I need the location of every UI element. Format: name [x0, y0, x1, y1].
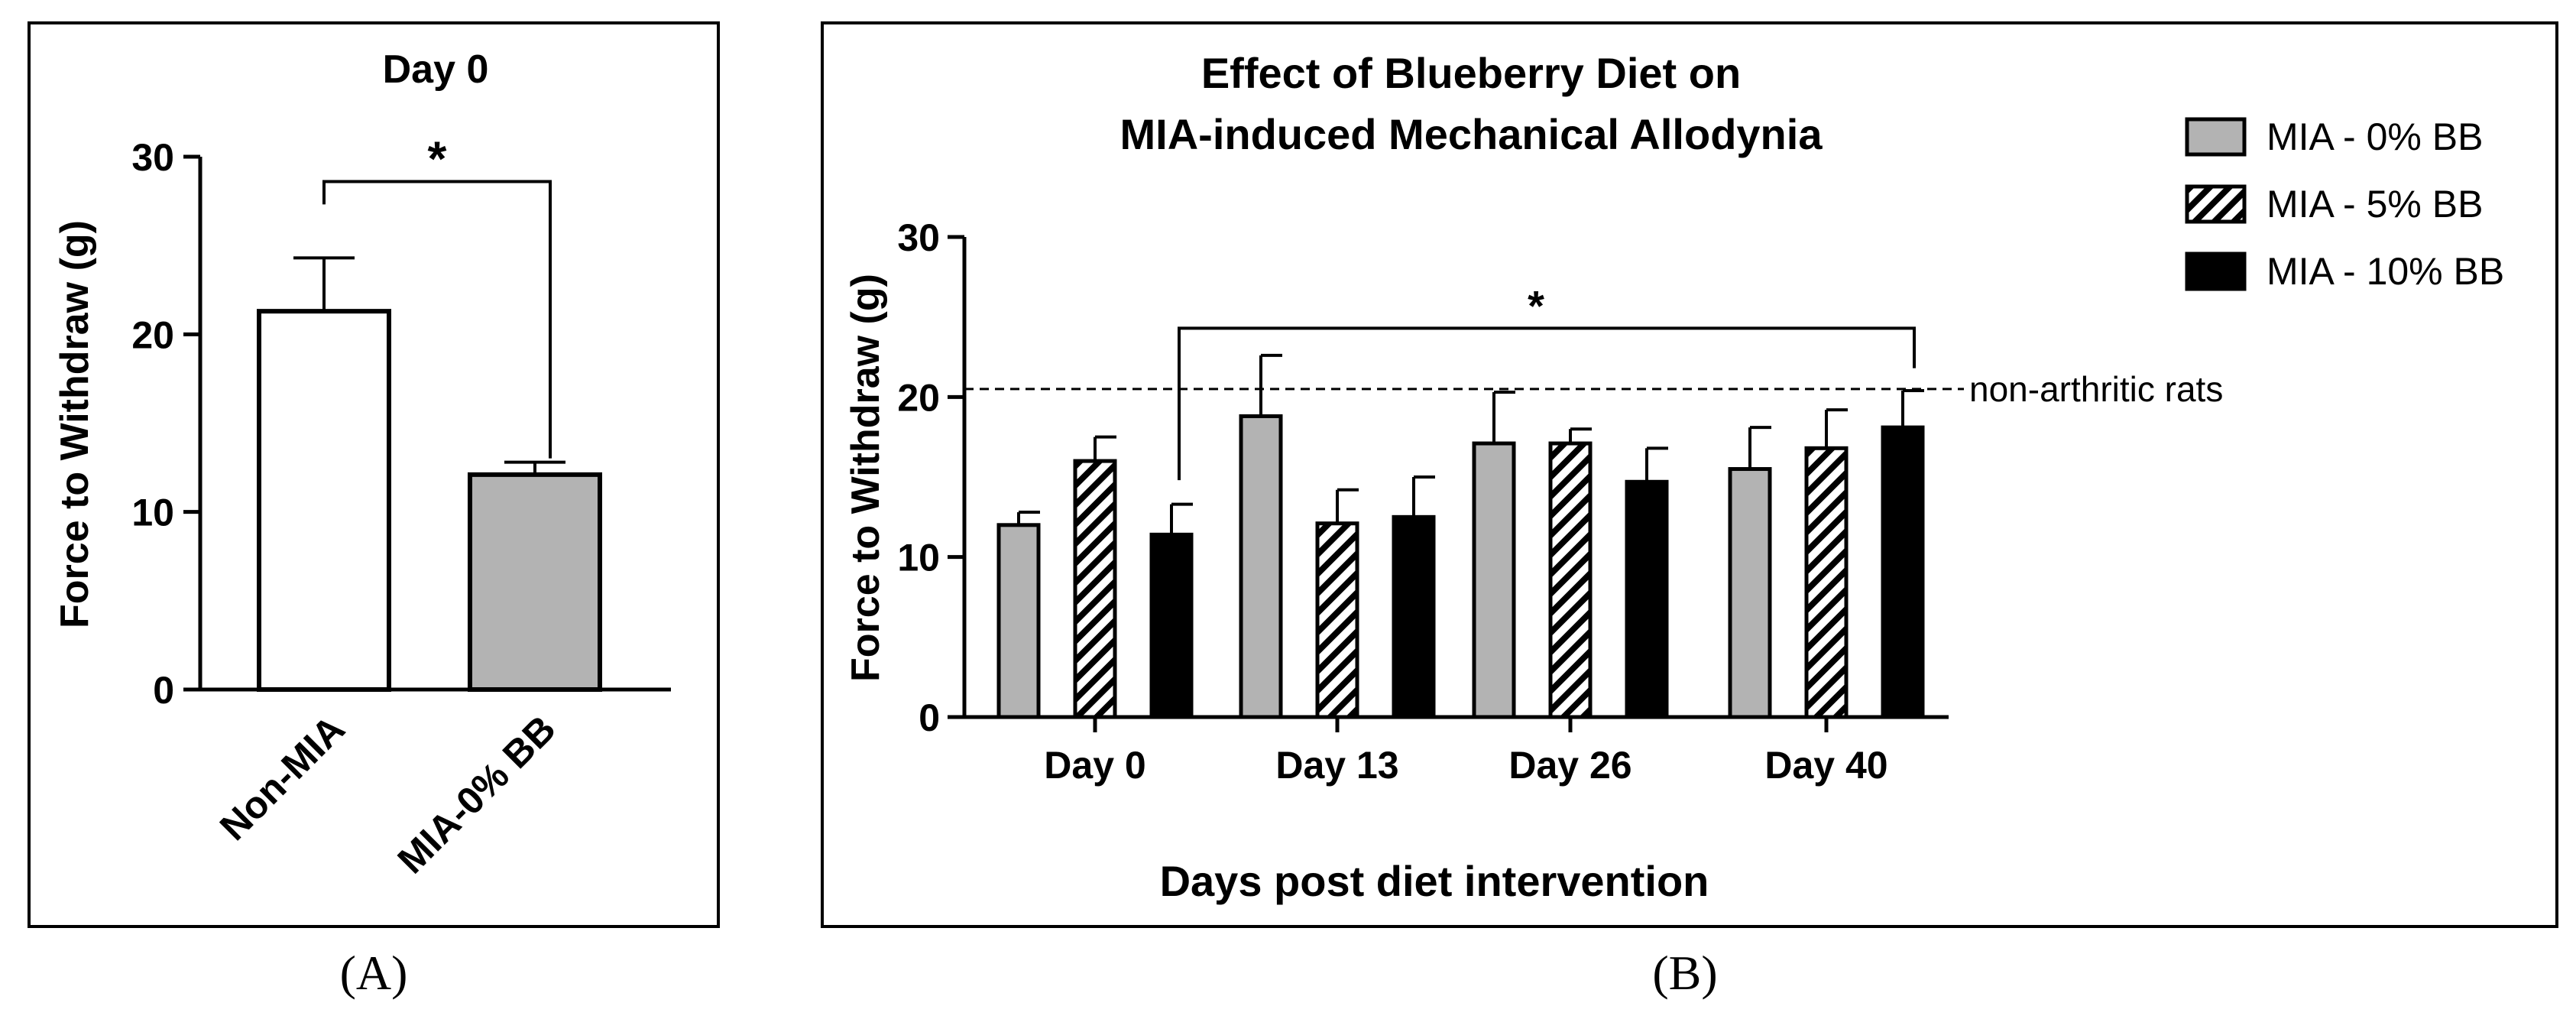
- panel-a-y-tick-label: 20: [131, 313, 174, 356]
- panel-a-y-tick-label: 0: [153, 669, 174, 712]
- panel-b-caption: (B): [1652, 946, 1717, 1000]
- panel-b-bar: [1472, 441, 1516, 719]
- panel-b-bar: [1625, 479, 1669, 719]
- panel-b-title: Effect of Blueberry Diet on: [1201, 49, 1741, 97]
- panel-b-x-tick-label: Day 13: [1275, 744, 1398, 787]
- panel-a-bar: [468, 472, 602, 692]
- panel-a-y-axis-label: Force to Withdraw (g): [53, 220, 97, 628]
- panel-a-significance-marker: *: [428, 131, 447, 187]
- panel-b-y-axis-label: Force to Withdraw (g): [844, 274, 888, 682]
- panel-b-legend-label: MIA - 10% BB: [2267, 250, 2504, 293]
- panel-b-bar: [1392, 514, 1436, 719]
- panel-b-bar: [1239, 414, 1283, 719]
- panel-b-legend-swatch: [2185, 117, 2247, 157]
- panel-a-y-tick-label: 10: [131, 492, 174, 534]
- panel-b-significance-marker: *: [1528, 281, 1544, 329]
- panel-a-y-tick-label: 30: [131, 136, 174, 179]
- panel-b-bar: [1881, 425, 1925, 719]
- panel-b-bar: [996, 523, 1041, 719]
- panel-b-legend-label: MIA - 5% BB: [2267, 183, 2483, 226]
- panel-b-reference-label: non-arthritic rats: [1969, 369, 2223, 409]
- panel-b-significance-bracket: [1178, 326, 1916, 481]
- panel-a-bar: [257, 309, 391, 692]
- panel-b-x-tick-label: Day 26: [1508, 744, 1631, 787]
- panel-a-title: Day 0: [383, 47, 489, 92]
- panel-b-chart: Effect of Blueberry Diet on MIA-induced …: [844, 49, 2504, 905]
- panel-b-bar: [1804, 446, 1849, 719]
- panel-b-bar: [1548, 441, 1593, 719]
- panel-b-y-tick-label: 10: [897, 537, 940, 579]
- panel-b-legend-swatch: [2185, 252, 2247, 291]
- panel-b-subtitle: MIA-induced Mechanical Allodynia: [1120, 110, 1823, 158]
- panel-b-legend-label: MIA - 0% BB: [2267, 115, 2483, 158]
- panel-b-y-tick-label: 0: [919, 696, 940, 739]
- panel-b-x-axis-label: Days post diet intervention: [1160, 857, 1709, 905]
- panel-b-y-tick-label: 30: [897, 216, 940, 259]
- panel-b-bar: [1728, 467, 1772, 719]
- panel-a-significance-bracket: [322, 180, 552, 459]
- panel-b-legend-swatch: [2185, 184, 2247, 224]
- panel-b-y-tick-label: 20: [897, 376, 940, 419]
- panel-b-bar: [1315, 521, 1359, 719]
- panel-b-bar: [1149, 532, 1194, 719]
- panel-b-x-tick-label: Day 40: [1764, 744, 1887, 787]
- panel-a-caption: (A): [340, 946, 408, 1000]
- panel-b-bar: [1073, 459, 1117, 719]
- panel-b-x-tick-label: Day 0: [1044, 744, 1145, 787]
